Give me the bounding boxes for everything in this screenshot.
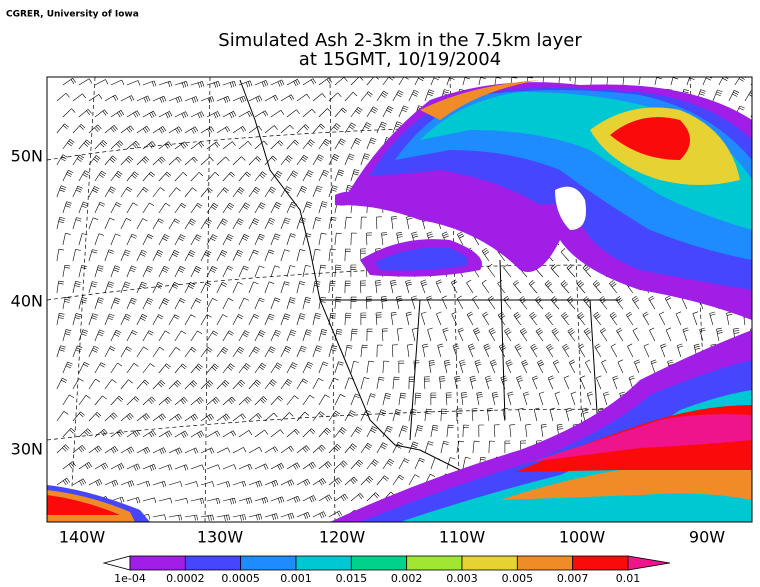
colorbar-box [461, 555, 518, 571]
colorbar-label: 0.003 [446, 572, 478, 585]
colorbar: 1e-04 0.0002 0.0005 0.001 0.015 0.002 0.003 0.0… [102, 555, 671, 585]
colorbar-label: 0.01 [616, 572, 641, 585]
colorbar-label: 1e-04 [114, 572, 146, 585]
colorbar-box [129, 555, 186, 571]
colorbar-box [516, 555, 574, 571]
colorbar-label: 0.001 [280, 572, 312, 585]
colorbar-label: 0.0005 [221, 572, 260, 585]
colorbar-label: 0.002 [391, 572, 423, 585]
lon-label: 130W [197, 528, 244, 547]
colorbar-box [350, 555, 408, 571]
lon-label: 120W [319, 528, 366, 547]
colorbar-end [102, 555, 131, 571]
map-area [47, 77, 752, 522]
title-line: Simulated Ash 2-3km in the 7.5km layer [218, 30, 582, 51]
lon-label: 100W [559, 528, 606, 547]
map-frame [46, 76, 753, 523]
colorbar-label: 0.007 [557, 572, 589, 585]
credit: CGRER, University of Iowa [6, 10, 139, 20]
axis-labels: 50N 40N 30N 140W 130W 120W 110W 100W 90W [11, 147, 726, 547]
colorbar-box [295, 555, 352, 571]
colorbar-label: 0.005 [502, 572, 534, 585]
colorbar-box [184, 555, 242, 571]
lon-label: 90W [689, 528, 725, 547]
colorbar-label: 0.015 [336, 572, 368, 585]
title-line: at 15GMT, 10/19/2004 [299, 49, 501, 70]
colorbar-label: 0.0002 [166, 572, 205, 585]
lon-label: 140W [59, 528, 106, 547]
lat-label: 40N [11, 292, 43, 311]
ash-plume [47, 330, 752, 522]
colorbar-end [627, 555, 671, 571]
colorbar-box [406, 555, 463, 571]
ash-plume [335, 80, 752, 320]
colorbar-box [240, 555, 297, 571]
colorbar-box [572, 555, 629, 571]
lat-label: 50N [11, 147, 43, 166]
lat-label: 30N [11, 440, 43, 459]
lon-label: 110W [439, 528, 486, 547]
